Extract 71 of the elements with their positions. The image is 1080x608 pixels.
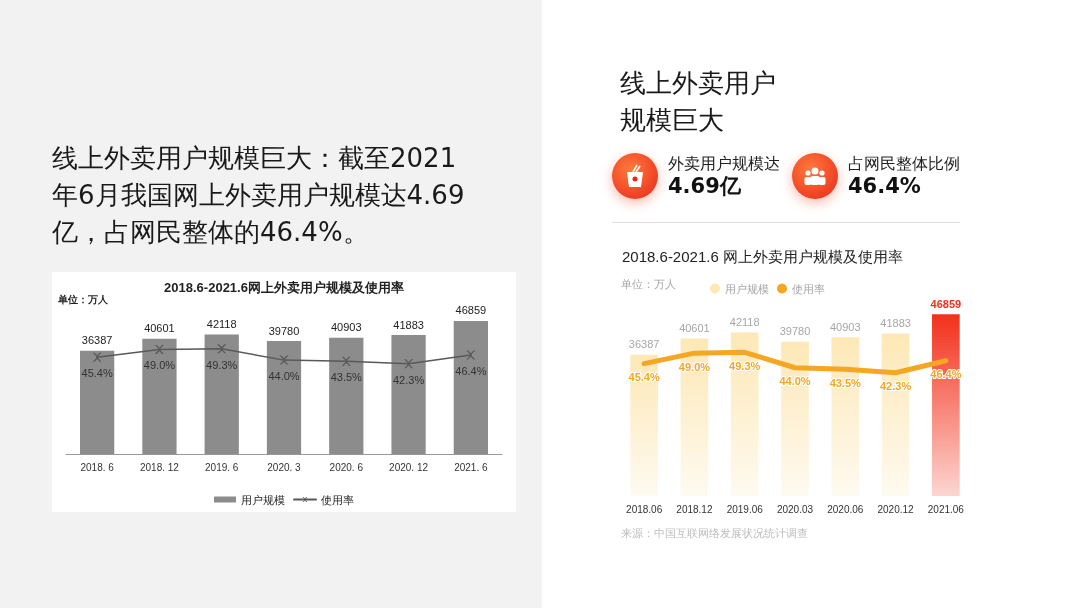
- x-tick-label: 2020.12: [877, 503, 915, 515]
- text: 线上外卖用户规模巨大: [620, 67, 777, 137]
- point: [404, 359, 414, 369]
- bar: [329, 337, 364, 454]
- text: 外卖用户规模达: [668, 154, 780, 174]
- bar: [266, 341, 302, 454]
- bar: [391, 335, 426, 454]
- data-label: 49.3%: [729, 359, 761, 372]
- bar: [80, 350, 115, 454]
- data-label: 46.4%: [455, 365, 487, 377]
- data-label: 40601: [679, 321, 710, 334]
- data-label: 45.4%: [81, 367, 113, 380]
- data-label: 43.5%: [829, 376, 862, 389]
- data-label: 49.3%: [206, 358, 238, 371]
- bar: [630, 354, 658, 496]
- legend-label: 使用率: [321, 493, 354, 506]
- data-label: 49.0%: [678, 360, 711, 373]
- x-tick-label: 2018.06: [626, 503, 663, 515]
- data-label: 44.0%: [268, 370, 300, 383]
- bar: [204, 334, 239, 454]
- point: [341, 356, 351, 366]
- data-label: 41883: [393, 318, 424, 331]
- text: 46.4%: [848, 174, 922, 198]
- data-label: 43.5%: [330, 371, 363, 384]
- data-label: 42118: [206, 317, 237, 330]
- data-label: 44.0%: [779, 375, 811, 388]
- data-label: 36387: [628, 338, 660, 351]
- x-tick-label: 2021.06: [927, 503, 965, 515]
- data-label: 40903: [829, 320, 861, 333]
- data-label: 45.4%: [628, 371, 660, 384]
- x-tick-label: 2021. 6: [454, 461, 488, 473]
- x-tick-label: 2019.06: [726, 503, 764, 515]
- chart-title: 2018.6-2021.6网上外卖用户规模及使用率: [164, 280, 404, 295]
- x-tick-label: 2019. 6: [205, 461, 239, 473]
- text: 占网民整体比例: [848, 154, 960, 174]
- legend-label: 用户规模: [241, 493, 285, 506]
- data-label: 41883: [880, 316, 911, 329]
- data-label: 39780: [779, 325, 811, 338]
- x-tick-label: 2020.06: [827, 503, 864, 515]
- legend-label: 用户规模: [725, 282, 769, 295]
- point: [217, 344, 227, 354]
- data-label: 46859: [930, 297, 962, 310]
- text: 单位：万人: [621, 277, 676, 290]
- data-label: 42.3%: [392, 373, 425, 386]
- bar: [142, 338, 177, 454]
- data-label: 42.3%: [879, 380, 912, 393]
- data-label: 40903: [330, 321, 362, 334]
- x-tick-label: 2020. 6: [329, 461, 364, 473]
- x-tick-label: 2020.03: [776, 503, 814, 515]
- bar: [781, 341, 809, 496]
- data-label: 40601: [144, 322, 175, 335]
- text: 线上外卖用户规模巨大：截至2021年6月我国网上外卖用户规模达4.69亿，占网民整体的46.4%。: [52, 142, 466, 249]
- bar: [831, 337, 860, 496]
- data-label: 36387: [81, 334, 113, 347]
- bar: [730, 332, 759, 496]
- bar: [453, 320, 488, 454]
- point: [92, 352, 102, 362]
- x-tick-label: 2018. 6: [80, 461, 115, 473]
- text: 4.69亿: [668, 174, 742, 198]
- legend-label: 使用率: [792, 282, 825, 295]
- data-label: 46859: [455, 304, 487, 317]
- bar: [932, 314, 960, 496]
- data-label: 49.0%: [143, 359, 176, 372]
- chart-title: 2018.6-2021.6 网上外卖用户规模及使用率: [622, 248, 903, 265]
- x-tick-label: 2018. 12: [139, 461, 180, 473]
- x-tick-label: 2018.12: [676, 503, 713, 515]
- data-label: 39780: [268, 324, 300, 337]
- x-tick-label: 2020. 3: [267, 461, 302, 473]
- x-tick-label: 2020. 12: [389, 461, 429, 473]
- text: 单位：万人: [57, 293, 109, 305]
- data-label: 42118: [729, 316, 760, 329]
